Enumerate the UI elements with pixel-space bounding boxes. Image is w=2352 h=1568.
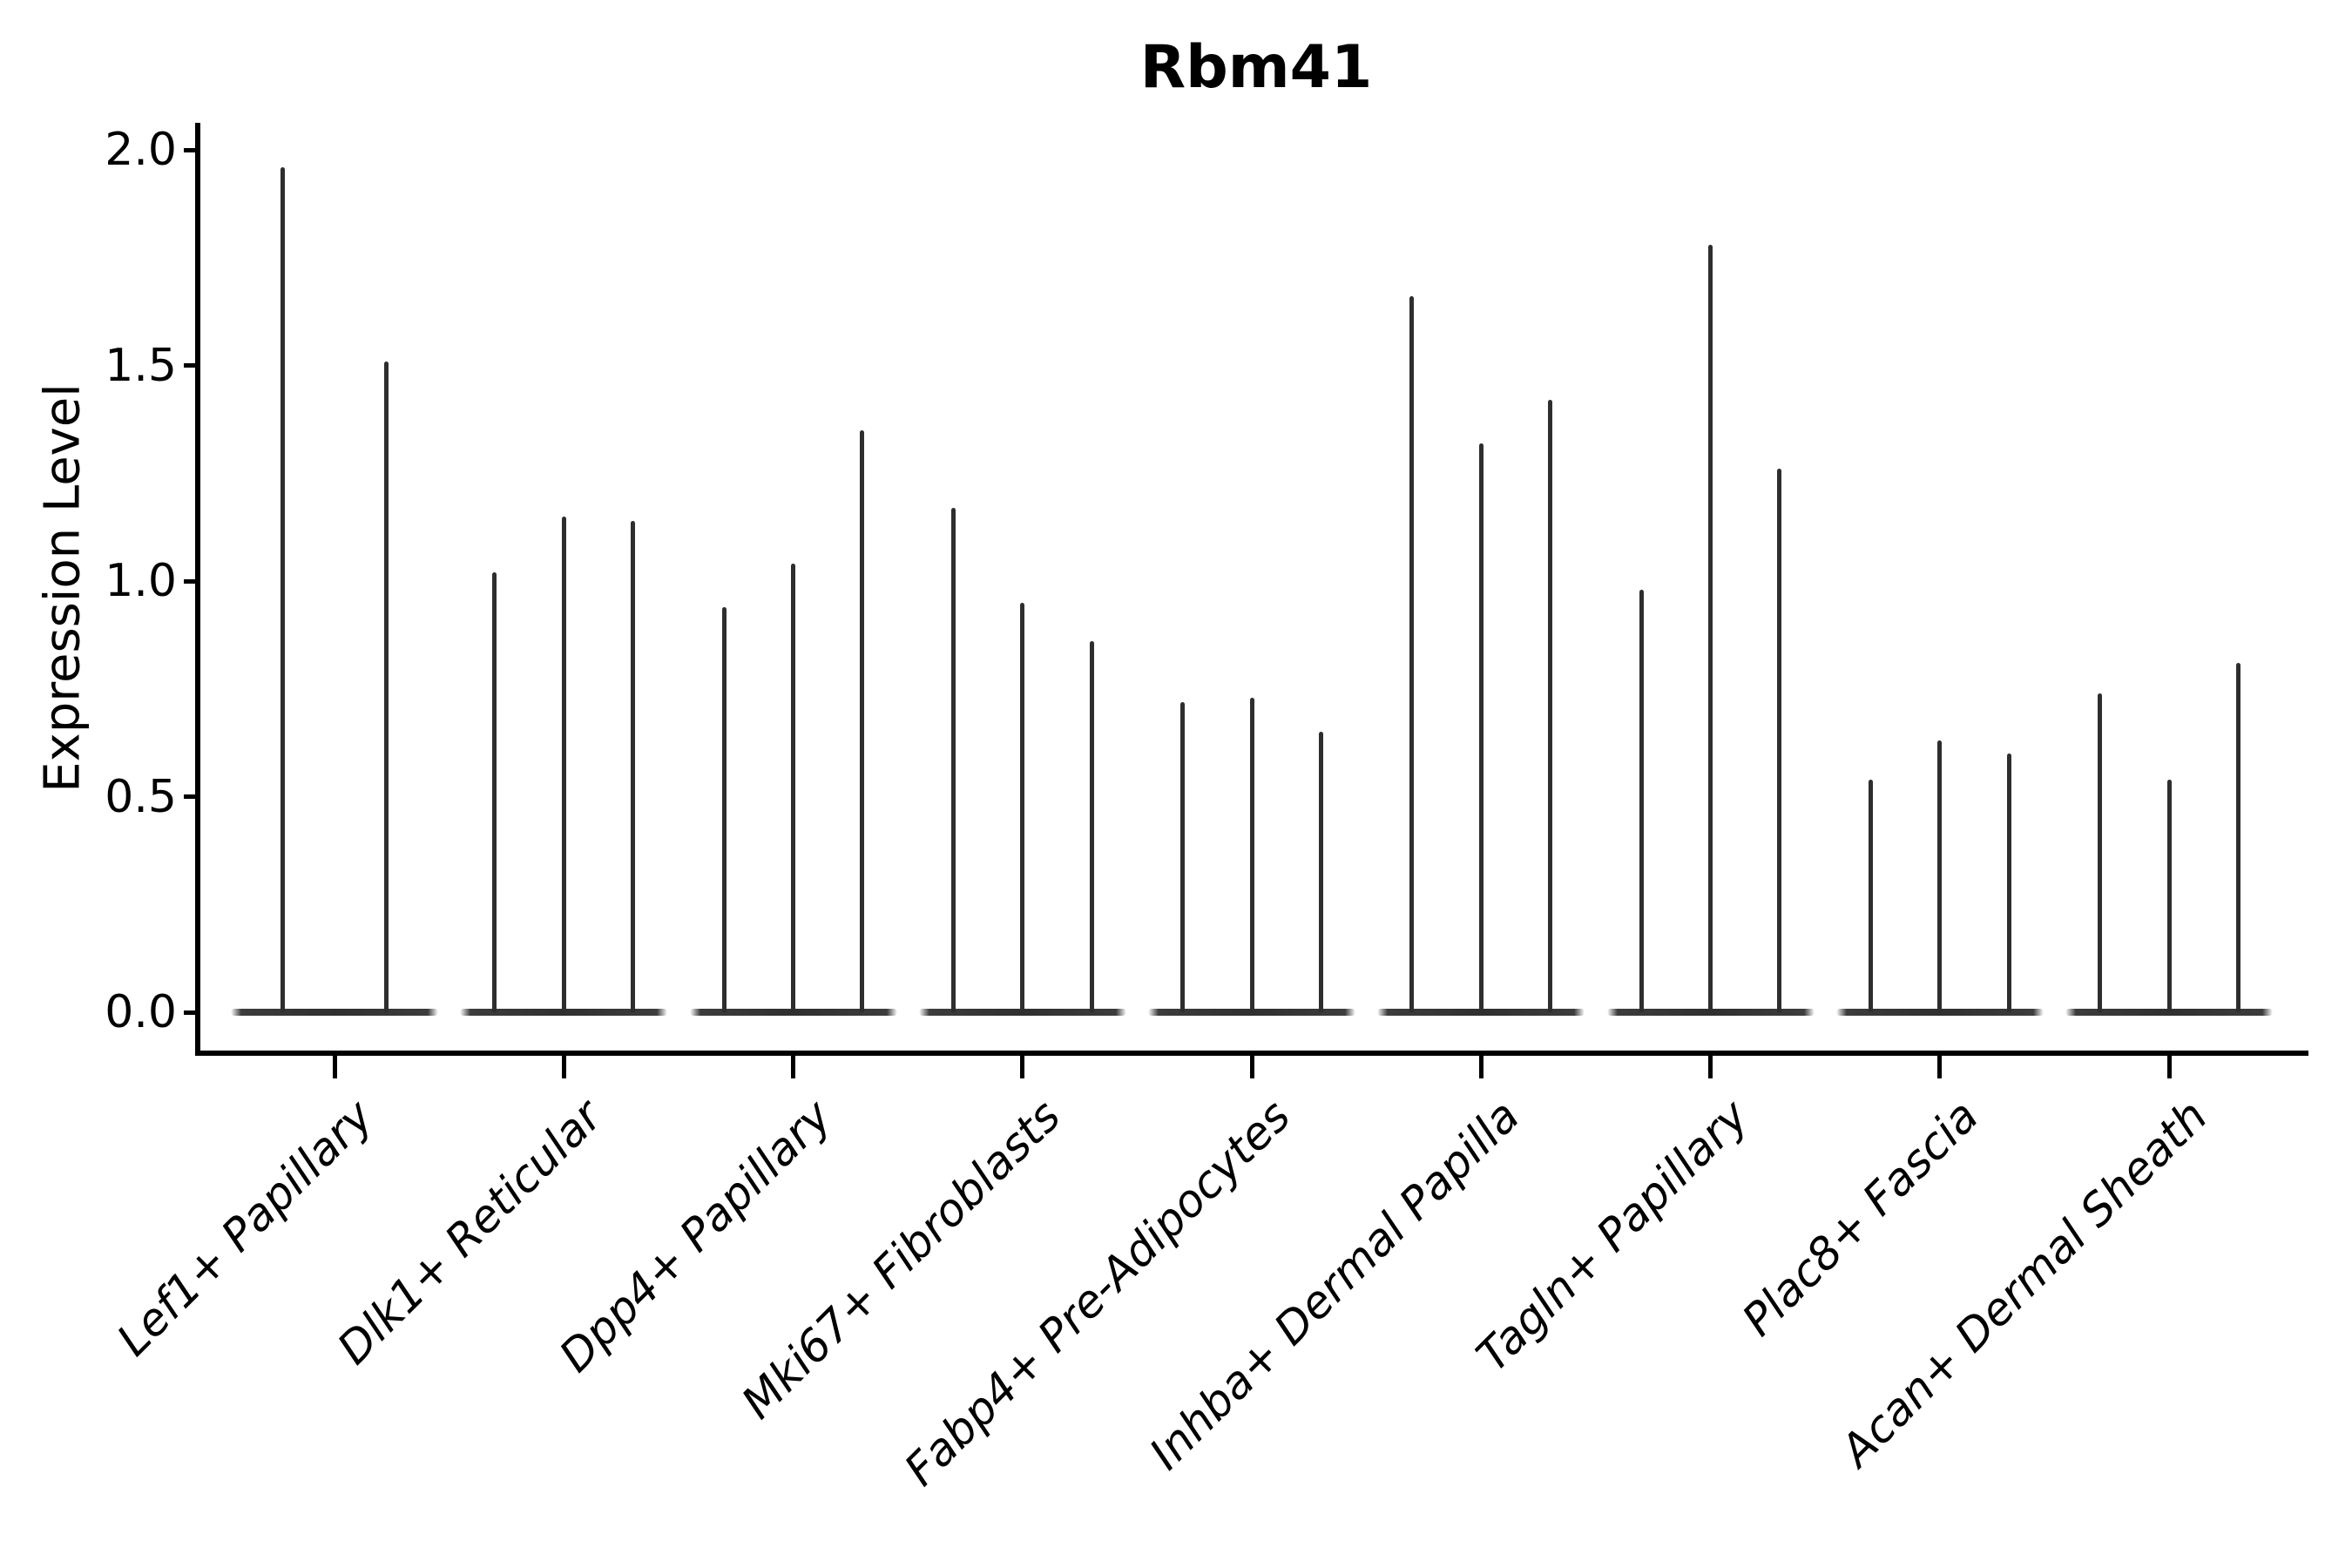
violin-base — [918, 1009, 1126, 1016]
x-tick-mark — [1249, 1056, 1254, 1078]
y-tick-label: 0.5 — [105, 770, 177, 823]
violin-base — [460, 1009, 668, 1016]
violin-base — [2065, 1009, 2273, 1016]
x-tick-label: Acan+ Dermal Sheath — [1831, 1091, 2218, 1477]
violin-spike — [2235, 663, 2240, 1012]
violin-base — [689, 1009, 897, 1016]
violin-spike — [2166, 779, 2172, 1012]
x-tick-mark — [791, 1056, 795, 1078]
x-axis-spine — [195, 1051, 2308, 1056]
violin-spike — [791, 564, 795, 1012]
violin-spike — [1318, 732, 1323, 1012]
y-tick-label: 1.5 — [105, 339, 177, 392]
violin-spike — [1639, 589, 1644, 1012]
violin-base — [1148, 1009, 1355, 1016]
violin-spike — [860, 429, 865, 1012]
y-tick-mark — [184, 794, 198, 799]
violin-base — [1835, 1009, 2044, 1016]
x-tick-mark — [1020, 1056, 1025, 1078]
y-tick-mark — [184, 363, 198, 368]
y-tick-label: 2.0 — [105, 124, 177, 176]
violin-spike — [1180, 701, 1186, 1012]
y-tick-label: 1.0 — [105, 555, 177, 607]
violin-spike — [1868, 779, 1873, 1012]
violin-spike — [1089, 641, 1094, 1012]
violin-spike — [2098, 693, 2103, 1012]
y-tick-mark — [184, 1010, 198, 1015]
violin-spike — [1777, 469, 1782, 1012]
violin-spike — [950, 507, 956, 1012]
y-tick-label: 0.0 — [105, 986, 177, 1038]
violin-spike — [561, 516, 566, 1012]
violin-spike — [2006, 754, 2011, 1012]
x-tick-mark — [2166, 1056, 2172, 1078]
x-tick-mark — [561, 1056, 566, 1078]
violin-spike — [631, 520, 636, 1012]
violin-spike — [1249, 697, 1254, 1012]
y-tick-mark — [184, 578, 198, 584]
x-tick-label: Fabp4+ Pre-Adipocytes — [895, 1091, 1301, 1497]
y-axis-spine — [195, 123, 200, 1056]
chart-title: Rbm41 — [1139, 33, 1373, 102]
violin-spike — [1020, 602, 1025, 1012]
y-tick-mark — [184, 147, 198, 152]
violin-base — [231, 1009, 438, 1016]
violin-spike — [721, 606, 727, 1012]
violin-base — [1377, 1009, 1585, 1016]
violin-spike — [384, 361, 389, 1012]
x-tick-label: Plac8+ Fascia — [1732, 1091, 1989, 1347]
x-tick-label: Inhba+ Dermal Papilla — [1139, 1091, 1530, 1481]
violin-spike — [280, 166, 285, 1012]
violin-spike — [1548, 400, 1553, 1012]
violin-spike — [1937, 740, 1943, 1012]
x-tick-mark — [1478, 1056, 1484, 1078]
violin-spike — [492, 572, 497, 1012]
violin-spike — [1708, 244, 1713, 1012]
violin-spike — [1409, 296, 1415, 1012]
violin-base — [1606, 1009, 1815, 1016]
x-tick-mark — [1708, 1056, 1713, 1078]
x-tick-mark — [1937, 1056, 1943, 1078]
violin-spike — [1478, 443, 1484, 1012]
x-tick-mark — [332, 1056, 337, 1078]
